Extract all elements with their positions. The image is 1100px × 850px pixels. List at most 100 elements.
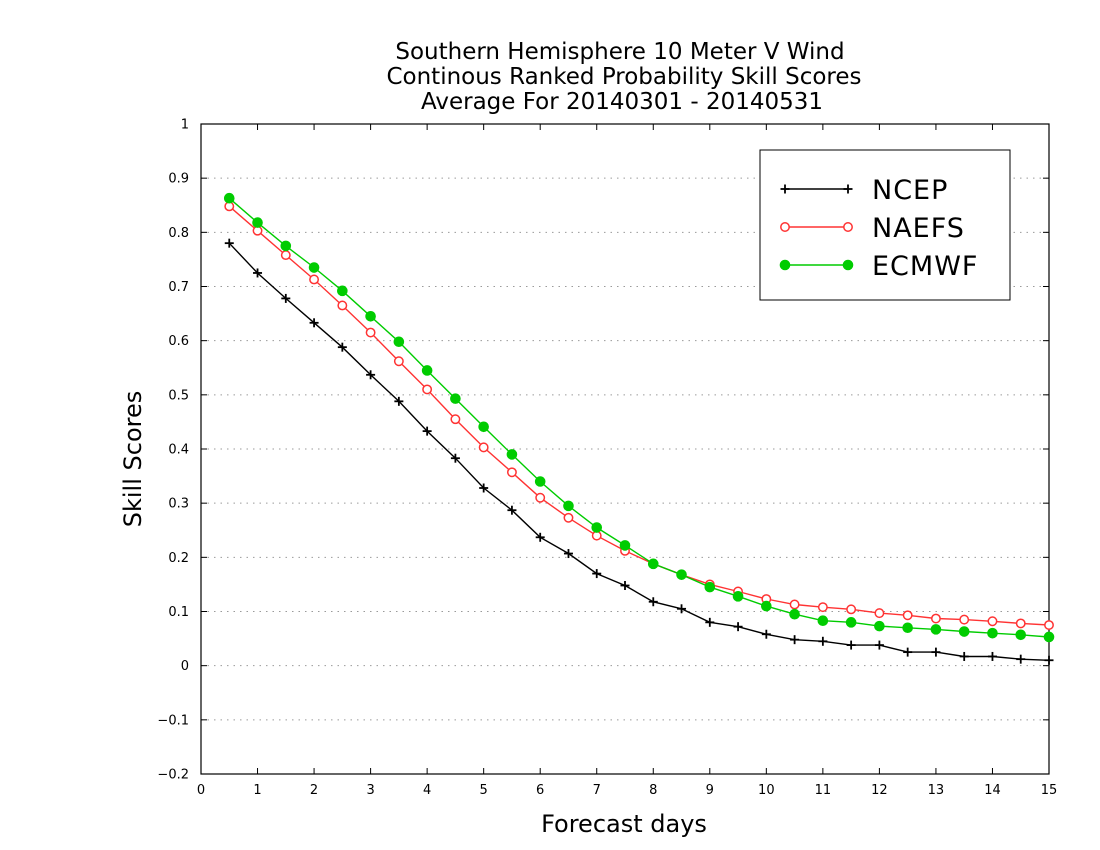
chart-title-line-3: Average For 20140301 - 20140531 xyxy=(421,89,823,115)
data-point-ncep xyxy=(224,238,234,248)
data-point-ecmwf xyxy=(647,558,659,570)
x-tick-label: 14 xyxy=(984,783,1001,798)
y-tick-label: −0.2 xyxy=(157,768,189,783)
x-tick-label: 9 xyxy=(706,783,714,798)
data-point-naefs xyxy=(506,467,517,478)
data-point-naefs xyxy=(987,616,998,627)
data-point-naefs xyxy=(450,414,461,425)
y-tick-label: 0.4 xyxy=(168,443,189,458)
data-point-ecmwf xyxy=(393,336,405,348)
data-point-ncep xyxy=(366,370,376,380)
legend: NCEP NAEFS ECMWF xyxy=(759,149,1011,301)
data-point-ecmwf xyxy=(337,285,348,297)
x-axis-tick-labels: 0 1 2 3 4 5 6 7 8 9 10 11 12 13 14 15 xyxy=(197,783,1057,798)
data-point-ecmwf xyxy=(1015,629,1027,641)
data-point-ecmwf xyxy=(704,581,716,593)
data-point-ncep xyxy=(987,651,997,661)
legend-marker-naefs xyxy=(780,222,790,232)
data-point-naefs xyxy=(309,274,320,285)
legend-item-ecmwf: ECMWF xyxy=(779,251,978,282)
data-point-ecmwf xyxy=(280,240,292,252)
legend-marker-naefs xyxy=(843,222,853,232)
data-point-ncep xyxy=(648,597,658,607)
data-point-ecmwf xyxy=(563,500,574,512)
x-tick-label: 13 xyxy=(928,783,945,798)
x-axis-label: Forecast days xyxy=(541,810,707,838)
x-tick-label: 4 xyxy=(423,783,431,798)
legend-label-naefs: NAEFS xyxy=(872,213,965,244)
x-tick-label: 3 xyxy=(366,783,374,798)
data-series xyxy=(223,192,1055,665)
grid xyxy=(201,177,1049,721)
x-tick-label: 12 xyxy=(871,783,888,798)
data-point-ecmwf xyxy=(223,192,235,204)
data-point-ecmwf xyxy=(252,217,263,228)
chart-title-line-1: Southern Hemisphere 10 Meter V Wind xyxy=(395,39,844,65)
x-tick-label: 10 xyxy=(758,783,775,798)
series-ncep xyxy=(224,238,1054,665)
legend-marker-ncep xyxy=(843,184,853,194)
data-point-ncep xyxy=(592,569,602,579)
y-tick-label: 0.6 xyxy=(168,334,189,349)
axis-ticks xyxy=(200,123,1050,775)
data-point-ecmwf xyxy=(930,624,942,635)
y-tick-label: −0.1 xyxy=(157,713,189,728)
y-tick-label: 1 xyxy=(181,118,189,133)
legend-item-naefs: NAEFS xyxy=(780,213,965,244)
legend-marker-ecmwf xyxy=(779,259,791,271)
data-point-ncep xyxy=(563,549,573,559)
data-point-ecmwf xyxy=(732,591,744,602)
x-tick-label: 8 xyxy=(649,783,657,798)
data-point-ecmwf xyxy=(421,365,433,376)
data-point-naefs xyxy=(1015,618,1026,629)
data-point-naefs xyxy=(280,250,291,261)
data-point-ncep xyxy=(846,640,856,650)
data-point-ncep xyxy=(733,622,743,632)
data-point-ecmwf xyxy=(902,622,913,634)
data-point-naefs xyxy=(337,300,348,311)
x-tick-label: 6 xyxy=(536,783,544,798)
data-point-ecmwf xyxy=(1043,631,1055,643)
legend-marker-ecmwf xyxy=(842,259,854,271)
x-tick-label: 1 xyxy=(253,783,261,798)
data-point-naefs xyxy=(789,599,800,610)
data-point-ncep xyxy=(281,293,291,303)
data-point-ecmwf xyxy=(789,608,800,620)
data-point-ncep xyxy=(394,396,404,406)
data-point-ncep xyxy=(761,629,771,639)
data-point-naefs xyxy=(478,442,489,453)
data-point-ncep xyxy=(705,617,715,627)
legend-item-ncep: NCEP xyxy=(780,175,948,206)
data-point-ecmwf xyxy=(761,600,772,612)
data-point-ncep xyxy=(677,604,687,614)
data-point-ecmwf xyxy=(478,421,489,433)
data-point-ncep xyxy=(818,636,828,646)
data-point-ncep xyxy=(337,342,347,352)
data-point-ecmwf xyxy=(845,617,857,628)
series-ecmwf xyxy=(223,192,1055,643)
data-point-ncep xyxy=(903,647,913,657)
data-point-ecmwf xyxy=(817,615,829,627)
data-point-naefs xyxy=(535,492,546,503)
data-point-naefs xyxy=(846,604,857,615)
data-point-naefs xyxy=(365,327,376,338)
data-point-ncep xyxy=(535,532,545,542)
y-tick-label: 0.9 xyxy=(168,172,189,187)
legend-label-ecmwf: ECMWF xyxy=(872,251,978,282)
data-point-ecmwf xyxy=(987,627,998,639)
y-tick-label: 0.2 xyxy=(168,551,189,566)
data-point-ecmwf xyxy=(365,310,376,322)
x-tick-label: 11 xyxy=(815,783,832,798)
data-point-ecmwf xyxy=(591,522,603,533)
y-axis-tick-labels: −0.2 −0.1 0 0.1 0.2 0.3 0.4 0.5 0.6 0.7 0.8 0.9 1 xyxy=(157,118,189,783)
x-tick-label: 2 xyxy=(310,783,318,798)
data-point-naefs xyxy=(959,614,970,625)
data-point-ncep xyxy=(253,268,263,278)
data-point-ncep xyxy=(959,651,969,661)
legend-label-ncep: NCEP xyxy=(872,175,948,206)
data-point-naefs xyxy=(930,613,941,624)
x-tick-label: 7 xyxy=(593,783,601,798)
data-point-ncep xyxy=(479,483,489,493)
data-point-ecmwf xyxy=(506,449,518,460)
